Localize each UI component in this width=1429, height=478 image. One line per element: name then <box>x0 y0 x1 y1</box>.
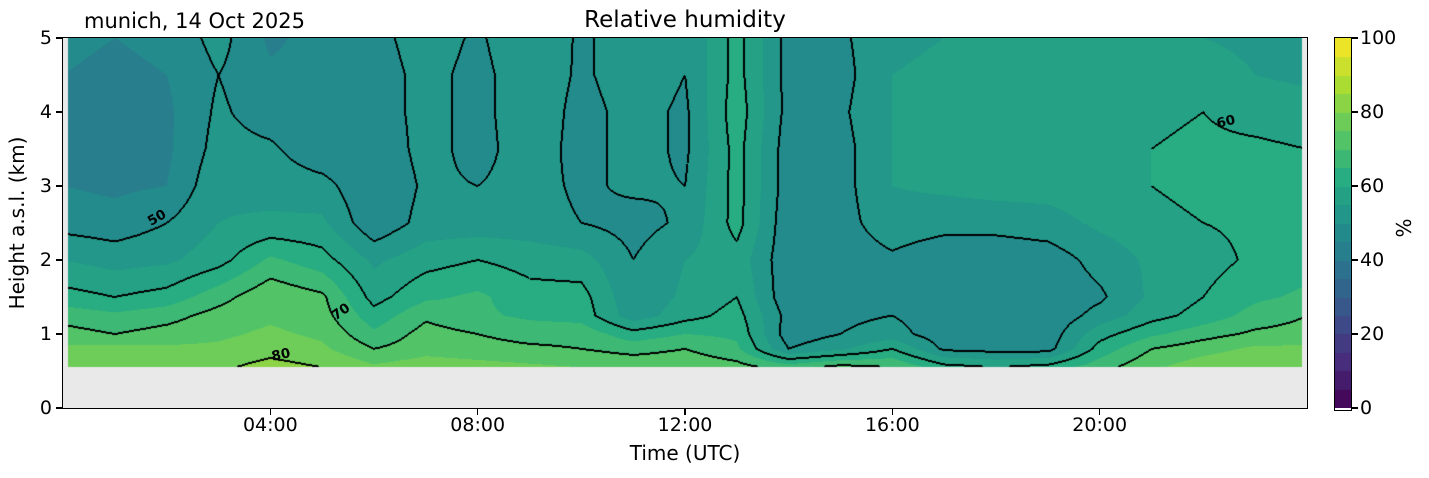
contour-field-canvas <box>63 38 1307 408</box>
colorbar-tick-mark <box>1352 37 1358 39</box>
colorbar-tick-label: 100 <box>1360 27 1397 49</box>
colorbar <box>1334 37 1352 411</box>
colorbar-unit-label: % <box>1392 218 1416 238</box>
y-tick-mark <box>56 185 62 187</box>
y-tick-label: 1 <box>39 323 52 345</box>
colorbar-canvas <box>1335 38 1351 408</box>
y-tick-mark <box>56 333 62 335</box>
colorbar-tick-label: 40 <box>1360 249 1385 271</box>
y-tick-label: 4 <box>39 101 52 123</box>
x-axis-label: Time (UTC) <box>629 441 741 465</box>
x-tick-label: 20:00 <box>1072 414 1128 436</box>
colorbar-tick-mark <box>1352 111 1358 113</box>
x-tick-mark <box>476 409 479 415</box>
x-tick-mark <box>1098 409 1101 415</box>
plot-area <box>62 37 1308 409</box>
y-tick-label: 0 <box>39 397 52 419</box>
y-tick-label: 3 <box>39 175 52 197</box>
y-tick-mark <box>56 37 62 39</box>
colorbar-tick-mark <box>1352 185 1358 187</box>
colorbar-tick-label: 0 <box>1360 397 1373 419</box>
colorbar-tick-label: 80 <box>1360 101 1385 123</box>
colorbar-tick-label: 60 <box>1360 175 1385 197</box>
y-tick-mark <box>56 407 62 409</box>
colorbar-tick-mark <box>1352 259 1358 261</box>
colorbar-tick-label: 20 <box>1360 323 1385 345</box>
x-tick-label: 08:00 <box>450 414 506 436</box>
x-tick-label: 16:00 <box>864 414 920 436</box>
y-tick-label: 2 <box>39 249 52 271</box>
y-axis-label: Height a.s.l. (km) <box>5 136 29 310</box>
colorbar-tick-mark <box>1352 407 1358 409</box>
x-tick-mark <box>891 409 894 415</box>
x-tick-mark <box>269 409 272 415</box>
chart-title: Relative humidity <box>584 7 786 33</box>
colorbar-tick-mark <box>1352 333 1358 335</box>
x-tick-label: 04:00 <box>242 414 298 436</box>
x-tick-label: 12:00 <box>657 414 713 436</box>
y-tick-mark <box>56 111 62 113</box>
y-tick-label: 5 <box>39 27 52 49</box>
y-tick-mark <box>56 259 62 261</box>
x-tick-mark <box>684 409 686 415</box>
station-date-label: munich, 14 Oct 2025 <box>84 9 305 33</box>
